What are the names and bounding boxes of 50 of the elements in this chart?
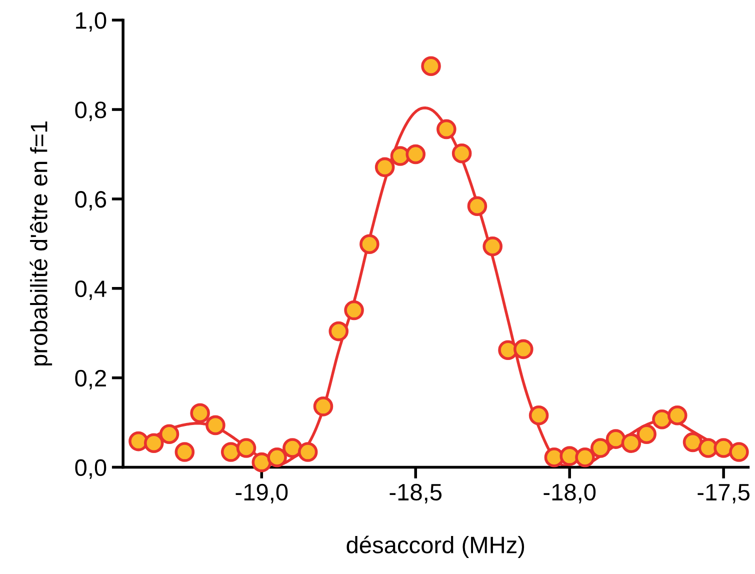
- y-axis-title: probabilité d'être en f=1: [30, 121, 52, 366]
- point: [636, 424, 656, 444]
- point: [621, 433, 642, 453]
- point: [467, 196, 488, 216]
- point: [344, 300, 364, 320]
- point: [328, 321, 349, 342]
- x-tick-label: -18,5: [390, 484, 442, 504]
- point: [313, 396, 334, 416]
- point: [606, 429, 626, 449]
- y-tick-label: 0,6: [75, 191, 106, 211]
- point: [252, 452, 272, 472]
- point: [652, 409, 672, 430]
- x-tick-label: -19,0: [236, 484, 288, 504]
- point: [128, 431, 148, 452]
- y-tick-label: 0,4: [75, 280, 106, 300]
- point: [206, 415, 226, 436]
- point: [729, 442, 749, 462]
- point: [406, 144, 426, 164]
- point: [482, 236, 502, 256]
- y-tick-label: 0,0: [75, 459, 106, 479]
- y-tick-label: 1,0: [76, 12, 106, 32]
- point: [436, 119, 456, 140]
- x-axis-title: désaccord (MHz): [346, 536, 524, 558]
- point: [714, 438, 734, 458]
- point: [159, 424, 180, 444]
- x-tick-label: -18,0: [544, 484, 596, 504]
- x-tick-label: -17,5: [698, 484, 750, 504]
- point: [236, 438, 256, 458]
- y-tick-label: 0,2: [75, 370, 106, 390]
- point: [528, 405, 549, 426]
- y-tick-label: 0,8: [75, 102, 106, 122]
- point: [174, 442, 195, 462]
- point: [575, 448, 595, 468]
- point: [590, 438, 610, 458]
- point: [298, 442, 318, 462]
- point: [220, 442, 241, 462]
- point: [144, 433, 164, 453]
- point: [667, 405, 688, 426]
- point: [544, 448, 564, 468]
- point: [421, 56, 441, 76]
- point: [360, 234, 380, 254]
- point: [190, 403, 210, 424]
- point: [514, 339, 534, 360]
- point: [682, 432, 703, 452]
- point: [390, 146, 410, 166]
- point: [452, 143, 472, 164]
- point: [560, 446, 580, 466]
- point: [267, 448, 287, 468]
- point: [374, 157, 395, 178]
- point: [282, 438, 302, 458]
